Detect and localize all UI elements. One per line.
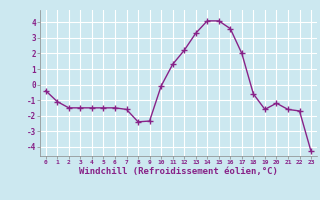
X-axis label: Windchill (Refroidissement éolien,°C): Windchill (Refroidissement éolien,°C) [79,167,278,176]
